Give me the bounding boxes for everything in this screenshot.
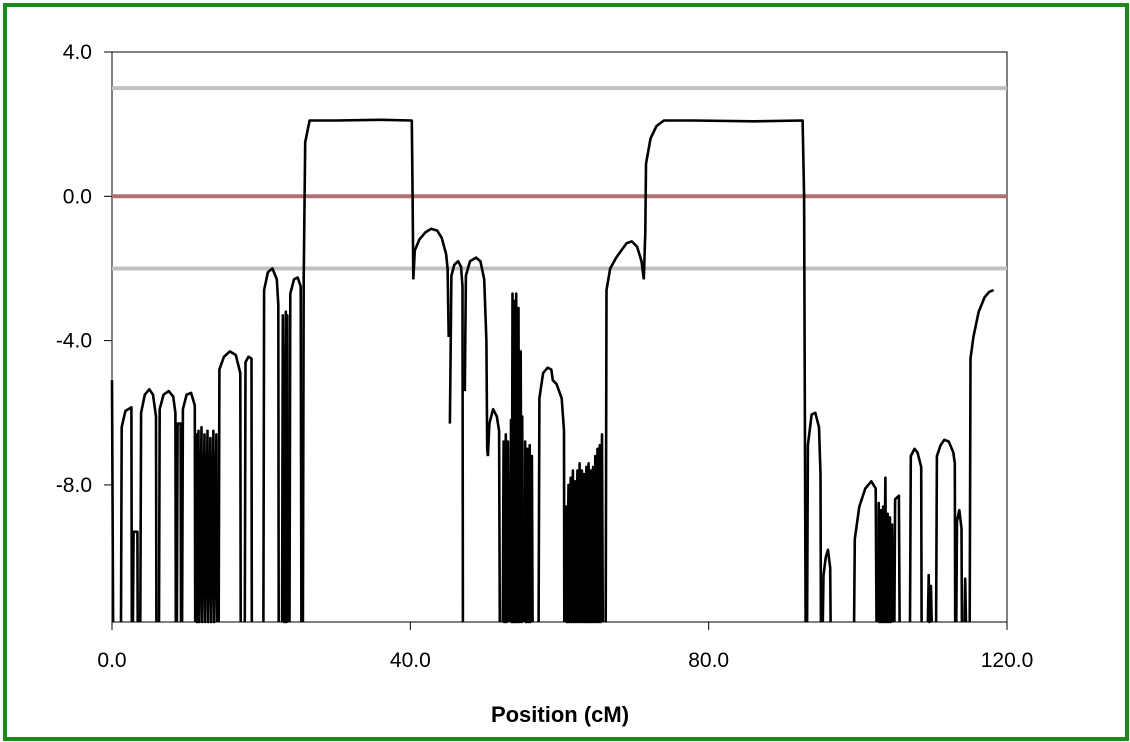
series-line-segment — [412, 227, 450, 338]
series-line-segment — [301, 118, 415, 623]
series-line-segment — [968, 288, 995, 623]
x-tick-label: 120.0 — [981, 649, 1034, 672]
series-line-segment — [564, 433, 605, 624]
plot-area-border — [111, 51, 1008, 623]
series-line-segment — [110, 380, 115, 623]
series-line-segment — [893, 494, 901, 623]
x-axis: 0.0 40.0 80.0 120.0 — [97, 622, 1033, 672]
series-line-segment — [501, 433, 511, 624]
series-line-segment — [509, 292, 525, 624]
y-tick-label: 0.0 — [63, 185, 92, 208]
x-tick-label: 40.0 — [390, 649, 431, 672]
y-tick-label: -8.0 — [56, 474, 92, 497]
series-line-segment — [926, 573, 933, 624]
series-line-segment — [955, 508, 964, 623]
series-line-segment — [876, 476, 895, 624]
y-tick-label: 4.0 — [63, 41, 92, 64]
series-line-segment — [523, 440, 534, 624]
series-line-segment — [963, 577, 968, 623]
series-line-segment — [139, 388, 158, 623]
series-line-segment — [448, 259, 465, 623]
series-line-segment — [131, 530, 139, 623]
series-line-segment — [157, 389, 178, 623]
series-line-segment — [537, 366, 566, 623]
series-line-segment — [642, 119, 807, 623]
series-line-segment — [262, 267, 280, 623]
x-tick-label: 0.0 — [97, 649, 126, 672]
series-line-segment — [194, 425, 219, 624]
series-line-segment — [175, 422, 183, 623]
series-line-segment — [821, 548, 832, 623]
series-line-segment — [119, 406, 134, 623]
series-line-segment — [288, 276, 303, 623]
y-tick-label: -4.0 — [56, 330, 92, 353]
series-group — [110, 118, 995, 624]
y-axis: 4.0 0.0 -4.0 -8.0 — [56, 41, 112, 497]
series-line-segment — [486, 407, 502, 623]
series-line-segment — [805, 411, 823, 623]
series-line-segment — [217, 350, 242, 623]
series-line-segment — [463, 256, 490, 457]
series-line-segment — [852, 480, 878, 623]
series-line-segment — [280, 310, 290, 624]
x-axis-title: Position (cM) — [491, 702, 629, 727]
series-line-segment — [908, 447, 923, 623]
reference-lines — [112, 86, 1007, 271]
series-line-segment — [180, 391, 197, 623]
series-line-segment — [604, 240, 646, 623]
series-line-segment — [243, 355, 254, 623]
x-tick-label: 80.0 — [688, 649, 729, 672]
series-line-segment — [934, 438, 957, 623]
